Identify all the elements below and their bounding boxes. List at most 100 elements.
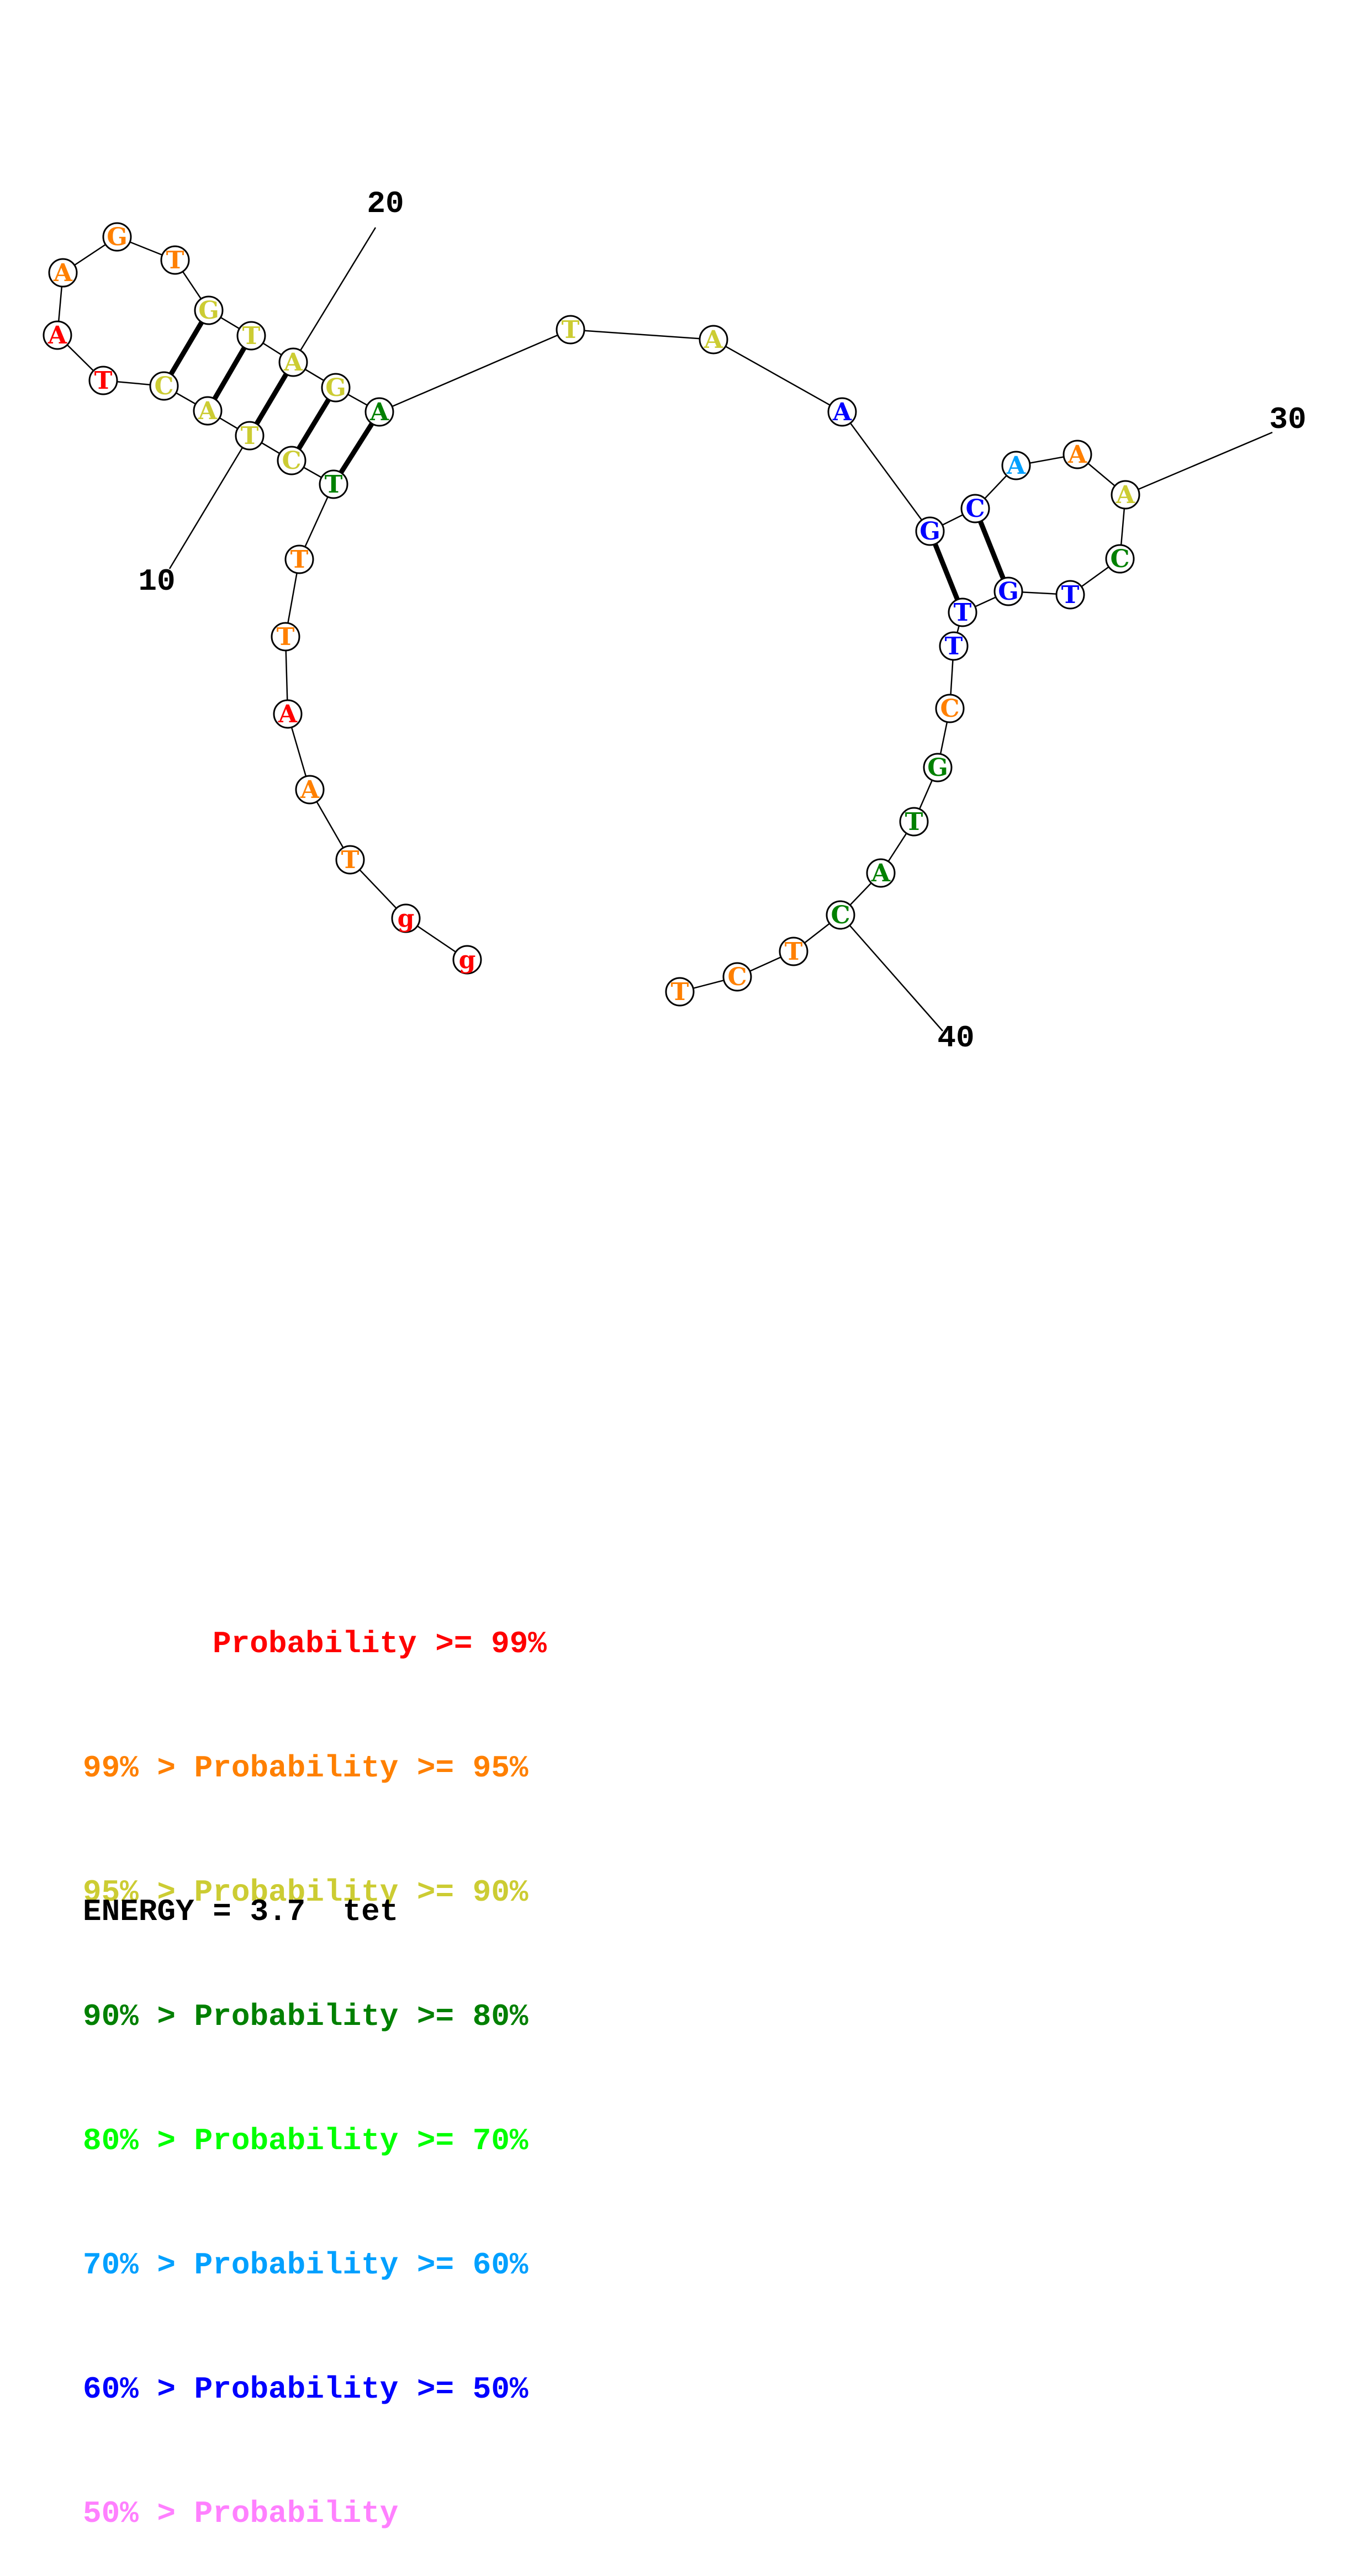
legend-line-5-text: 80% > Probability >= 70%: [83, 2123, 528, 2159]
nucleotide-base-28: A: [1006, 452, 1026, 480]
nucleotide-base-30: A: [1116, 481, 1135, 509]
nucleotide-29: A: [1063, 440, 1092, 469]
legend-line-3-text: 95% > Probability >= 90%: [83, 1875, 528, 1910]
nucleotide-42: C: [722, 962, 752, 992]
nucleotide-35: T: [939, 631, 969, 661]
nucleotide-base-37: G: [927, 754, 948, 782]
backbone-segment-24-25: [713, 338, 843, 413]
nucleotide-base-20: A: [283, 348, 303, 377]
nucleotide-circle-35: [939, 631, 969, 661]
nucleotide-6: T: [271, 622, 300, 652]
nucleotide-40: C: [826, 900, 855, 930]
nucleotide-39: A: [866, 858, 896, 888]
nucleotide-base-39: A: [871, 859, 891, 887]
nucleotide-base-1: g: [459, 946, 476, 974]
nucleotide-circle-4: [295, 775, 325, 805]
legend-line-1: Probability >= 99%: [83, 1623, 547, 1665]
nucleotide-circle-11: [193, 396, 223, 426]
legend-line-4-text: 90% > Probability >= 80%: [83, 1999, 528, 2034]
index-label-30: 30: [1269, 402, 1306, 437]
index-tick-lines: [168, 227, 1273, 1032]
nucleotide-base-43: T: [671, 978, 689, 1006]
nucleotide-circle-39: [866, 858, 896, 888]
nucleotide-circle-43: [665, 977, 695, 1007]
nucleotide-26: G: [915, 516, 945, 546]
nucleotide-14: A: [43, 320, 72, 350]
nucleotide-2: g: [391, 903, 421, 933]
legend-line-4: 90% > Probability >= 80%: [83, 1996, 547, 2038]
nucleotide-base-42: C: [727, 963, 747, 991]
legend-line-5: 80% > Probability >= 70%: [83, 2120, 547, 2162]
nucleotide-circle-18: [194, 295, 224, 325]
base-pair-27-33: [972, 507, 1011, 593]
nucleotide-base-25: A: [832, 398, 852, 426]
energy-label: ENERGY = 3.7 tet: [83, 1894, 399, 1929]
nucleotide-circle-40: [826, 900, 855, 930]
nucleotide-31: C: [1105, 544, 1135, 574]
nucleotide-25: A: [827, 397, 857, 427]
nucleotide-circle-3: [335, 845, 365, 875]
nucleotide-base-21: G: [325, 374, 346, 402]
nucleotide-circle-22: [364, 397, 394, 427]
nucleotide-circle-34: [948, 597, 977, 627]
nucleotide-base-2: g: [398, 904, 415, 933]
index-label-20: 20: [367, 186, 404, 221]
nucleotide-41: T: [779, 937, 808, 966]
nucleotide-36: C: [935, 694, 965, 723]
nucleotide-37: G: [923, 753, 953, 782]
nucleotide-circle-37: [923, 753, 953, 782]
nucleotide-circle-36: [935, 694, 965, 723]
nucleotide-circle-33: [993, 576, 1023, 606]
nucleotide-circle-25: [827, 397, 857, 427]
nucleotide-base-24: A: [704, 326, 723, 354]
nucleotide-23: T: [556, 315, 585, 345]
legend-line-7-text: 60% > Probability >= 50%: [83, 2372, 528, 2407]
nucleotide-base-11: A: [198, 397, 218, 425]
nucleotide-15: A: [48, 258, 78, 288]
nucleotide-circle-12: [149, 371, 179, 401]
nucleotide-13: T: [88, 366, 118, 395]
nucleotide-circle-1: [452, 945, 482, 975]
legend-line-1-text: Probability >= 99%: [213, 1626, 547, 1662]
nucleotide-16: G: [102, 222, 132, 252]
nucleotide-28: A: [1001, 451, 1031, 480]
nucleotide-base-32: T: [1061, 581, 1080, 609]
nucleotide-3: T: [335, 845, 365, 875]
nucleotide-circle-21: [321, 373, 351, 403]
nucleotide-circle-8: [319, 469, 348, 499]
nucleotide-22: A: [364, 397, 394, 427]
nucleotide-circle-23: [556, 315, 585, 345]
legend-line-2: 99% > Probability >= 95%: [83, 1748, 547, 1789]
nucleotide-base-6: T: [277, 623, 295, 651]
nucleotide-12: C: [149, 371, 179, 401]
legend-line-6: 70% > Probability >= 60%: [83, 2245, 547, 2286]
nucleotide-base-13: T: [94, 367, 113, 395]
nucleotide-circle-24: [699, 325, 728, 355]
index-label-10: 10: [138, 564, 175, 599]
nucleotide-base-10: T: [241, 422, 259, 450]
nucleotide-circle-16: [102, 222, 132, 252]
nucleotide-34: T: [948, 597, 977, 627]
nucleotide-33: G: [993, 576, 1023, 606]
nucleotide-base-18: G: [198, 297, 219, 325]
nucleotide-base-14: A: [47, 321, 67, 350]
nucleotide-base-36: C: [940, 695, 959, 723]
nucleotide-24: A: [699, 325, 728, 355]
nucleotide-base-22: A: [369, 398, 389, 426]
nucleotide-circle-2: [391, 903, 421, 933]
nucleotide-38: T: [899, 807, 929, 837]
nucleotide-base-7: T: [290, 546, 309, 574]
nucleotide-9: C: [277, 446, 306, 475]
nucleotide-circle-42: [722, 962, 752, 992]
nucleotide-base-41: T: [785, 938, 803, 966]
index-tick-40: [840, 914, 943, 1032]
backbone-segment-25-26: [841, 411, 931, 532]
legend-line-8-text: 50% > Probability: [83, 2496, 399, 2531]
nucleotide-circle-26: [915, 516, 945, 546]
backbone-segment-22-23: [379, 329, 571, 413]
nucleotide-base-4: A: [300, 776, 320, 804]
nucleotide-circle-5: [273, 699, 303, 729]
index-labels: 10 20 30 40: [138, 186, 1306, 1056]
nucleotide-base-17: T: [166, 246, 184, 274]
